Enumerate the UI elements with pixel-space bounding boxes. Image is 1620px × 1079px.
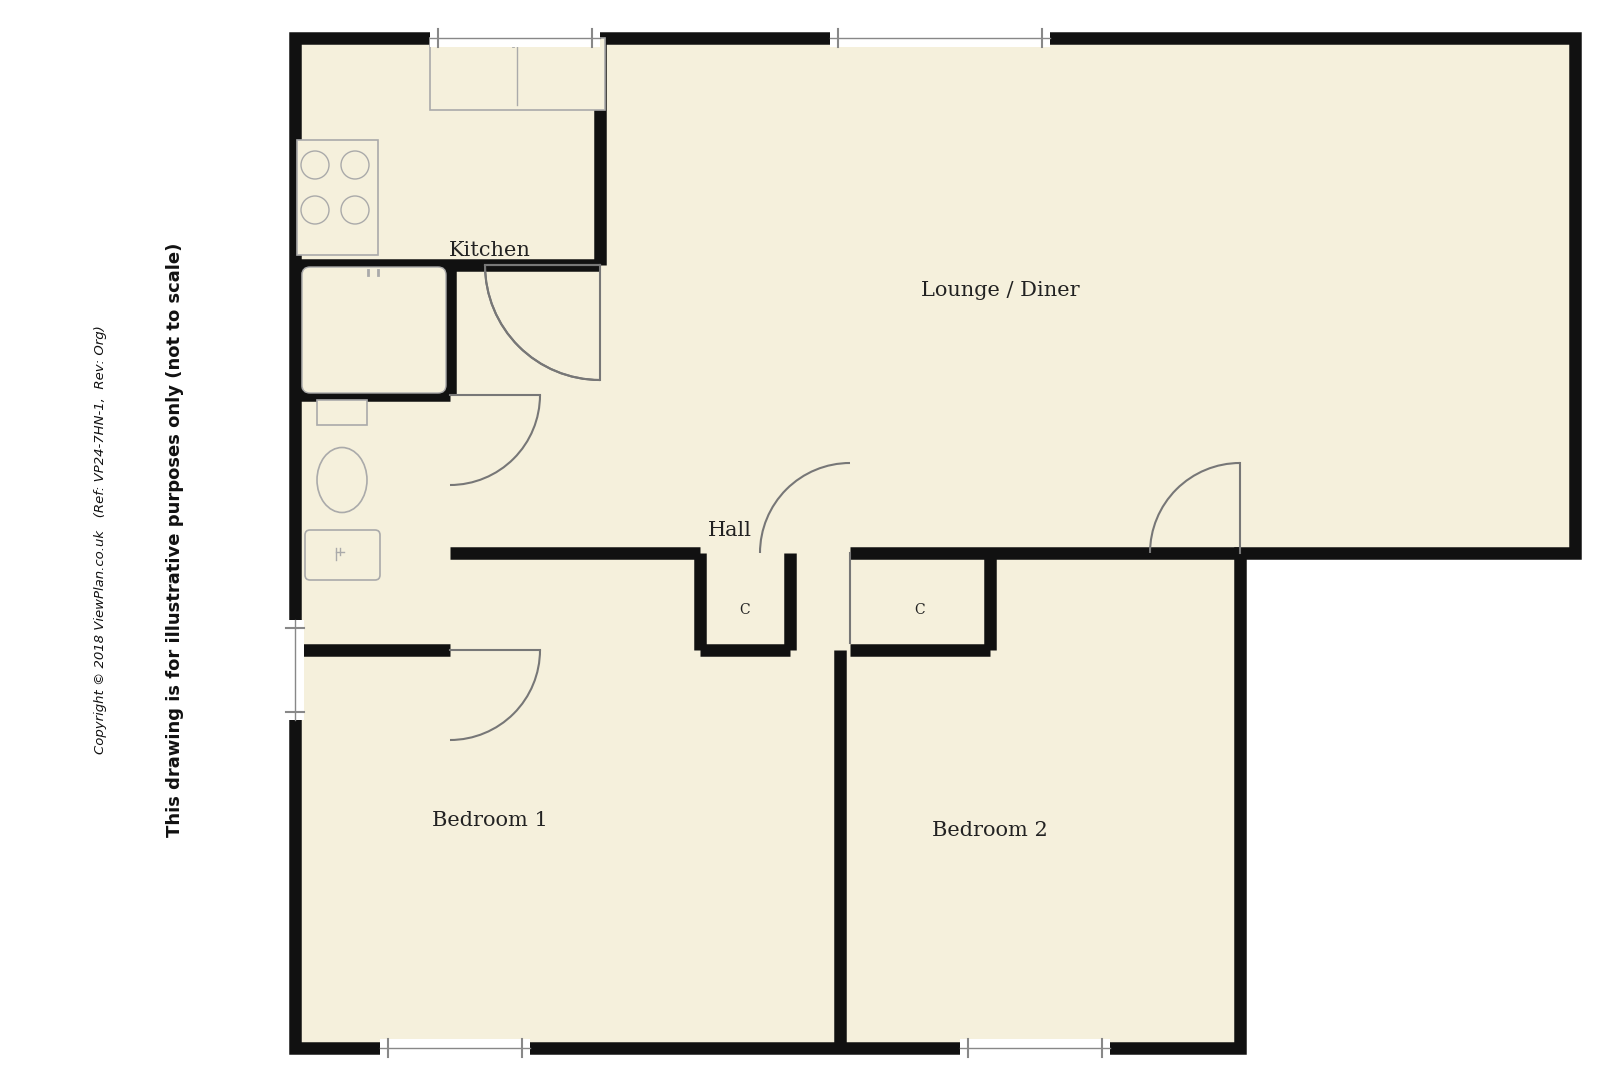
Circle shape [340,151,369,179]
Bar [961,1039,1110,1057]
Circle shape [301,196,329,224]
Circle shape [301,151,329,179]
Text: This drawing is for illustrative purposes only (not to scale): This drawing is for illustrative purpose… [165,243,185,836]
FancyBboxPatch shape [305,530,381,581]
Ellipse shape [318,448,368,513]
FancyBboxPatch shape [301,267,446,393]
Text: Hall: Hall [708,520,752,540]
Bar [381,1039,530,1057]
Text: C: C [915,603,925,617]
Text: Lounge / Diner: Lounge / Diner [920,281,1079,300]
Text: Bedroom 1: Bedroom 1 [433,810,548,830]
Bar [429,38,604,110]
Text: Copyright © 2018 ViewPlan.co.uk   (Ref: VP24-7HN-1,  Rev: Org): Copyright © 2018 ViewPlan.co.uk (Ref: VP… [94,325,107,754]
Circle shape [340,196,369,224]
Bar [318,400,368,425]
Bar [296,140,377,255]
Text: Kitchen: Kitchen [449,241,531,260]
Text: C: C [740,603,750,617]
Bar [429,29,599,47]
Bar [287,620,305,720]
Bar [829,29,1050,47]
Text: Bedroom 2: Bedroom 2 [931,820,1048,839]
Polygon shape [295,38,1575,1048]
